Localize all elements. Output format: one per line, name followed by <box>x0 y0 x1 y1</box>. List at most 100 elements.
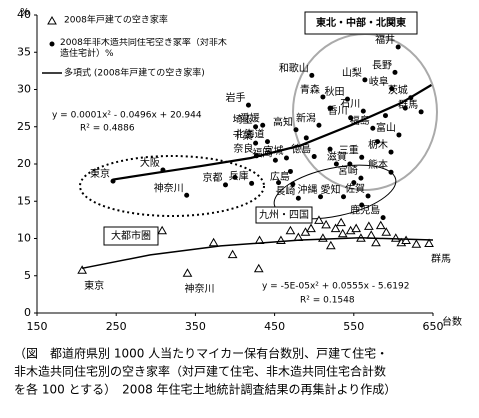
dot-point <box>389 86 395 92</box>
point-label: 富山 <box>376 121 396 134</box>
triangle-point <box>424 238 434 247</box>
point-label: 山梨 <box>342 66 362 79</box>
legend-marker <box>47 15 57 25</box>
dot-point <box>362 77 368 83</box>
dot-point <box>327 105 333 111</box>
point-label: 熊本 <box>368 158 388 171</box>
dot-point <box>327 146 333 152</box>
dot-point <box>232 174 238 180</box>
dot-point <box>402 105 408 111</box>
dot-point <box>283 155 289 161</box>
x-axis-label: 台数 <box>442 315 462 328</box>
dot-point <box>395 44 401 50</box>
triangle-point <box>337 228 348 238</box>
dot-point <box>253 140 259 146</box>
dot-point <box>311 154 317 160</box>
triangle-point <box>157 225 167 235</box>
y-tick-label: 20 <box>17 157 31 170</box>
point-label: 岩手 <box>225 91 245 104</box>
point-label: 愛知 <box>321 183 341 196</box>
point-label: 宮崎 <box>338 164 358 177</box>
point-label: 高知 <box>273 116 293 129</box>
legend-label-box: 2008年非木造共同住宅空き家率（対非木造住宅計）% <box>60 38 227 59</box>
point-label: 京都 <box>202 171 222 184</box>
point-label: 神奈川 <box>154 181 184 194</box>
point-label: 大阪 <box>140 156 160 169</box>
point-label: 新潟 <box>296 111 316 124</box>
point-label: 神奈川 <box>184 282 214 295</box>
point-label: 和歌山 <box>279 61 309 74</box>
legend-label: 2008年戸建ての空き家率 <box>64 14 168 26</box>
triangle-point <box>77 265 88 274</box>
equation: y = 0.0001x² - 0.0496x + 20.944 <box>52 111 202 121</box>
point-label: 広島 <box>270 170 290 183</box>
y-tick-label: 15 <box>17 194 31 207</box>
triangle-point <box>336 217 346 227</box>
caption: （図 都道府県別 1000 人当たりマイカー保有台数別、戸建て住宅・ <box>14 346 388 361</box>
triangle-point <box>363 221 374 230</box>
y-tick-label: 5 <box>24 269 31 282</box>
dot-point <box>347 161 353 167</box>
point-label: 茨城 <box>388 84 408 97</box>
group-label: 大都市圏 <box>111 229 151 242</box>
y-tick-label: 35 <box>17 45 31 58</box>
dot-point <box>344 96 350 102</box>
dot-point <box>375 139 381 145</box>
dot-point <box>365 193 371 199</box>
y-tick-label: 0 <box>24 306 31 319</box>
point-label: 秋田 <box>324 85 344 98</box>
dot-point <box>360 108 366 114</box>
point-label: 東京 <box>90 167 110 180</box>
triangle-point <box>351 223 362 233</box>
triangle-point <box>208 237 219 247</box>
y-axis-label: % <box>20 7 30 18</box>
point-label: 北海道 <box>234 128 264 141</box>
trend-line <box>81 237 434 270</box>
legend-marker <box>49 41 55 47</box>
x-tick-label: 550 <box>343 320 364 333</box>
point-label: 長崎 <box>275 184 295 197</box>
triangle-point <box>330 223 341 233</box>
caption: 非木造共同住宅別の空き家率（対戸建て住宅、非木造共同住宅合計数 <box>14 364 386 379</box>
point-label: 兵庫 <box>229 169 249 182</box>
dot-point <box>295 195 301 201</box>
triangle-point <box>182 268 193 277</box>
triangle-point <box>227 249 238 259</box>
point-label: 三重 <box>339 143 359 156</box>
point-label: 愛媛 <box>240 111 260 124</box>
point-label: 埼玉 <box>233 113 253 126</box>
x-tick-label: 450 <box>264 320 285 333</box>
dot-point <box>382 113 388 119</box>
triangle-point <box>375 220 386 230</box>
dot-point <box>348 115 354 121</box>
dot-point <box>333 161 339 167</box>
triangle-point <box>318 233 328 242</box>
x-tick-label: 150 <box>27 320 48 333</box>
dot-point <box>272 157 278 163</box>
dot-point <box>303 135 309 141</box>
dot-point <box>392 69 398 75</box>
group-box <box>304 11 418 35</box>
triangle-point <box>401 235 411 244</box>
triangle-point <box>276 235 286 244</box>
point-label: 群馬 <box>431 252 451 265</box>
dot-point <box>287 168 293 174</box>
point-label: 佐賀 <box>345 183 365 195</box>
trend-line <box>112 84 432 181</box>
legend-label: 2008年非木造共同住宅空き家率（対非木造住宅計）% <box>60 38 227 59</box>
x-tick-label: 350 <box>185 320 206 333</box>
dot-point <box>388 169 394 175</box>
dot-point <box>222 182 228 188</box>
dot-point <box>260 122 266 128</box>
triangle-point <box>381 227 392 236</box>
point-label: 石川 <box>340 99 360 110</box>
dot-point <box>358 175 364 181</box>
x-tick-label: 250 <box>106 320 127 333</box>
dot-point <box>276 180 282 186</box>
dot-point <box>396 132 402 138</box>
dot-point <box>253 124 259 130</box>
group-box <box>255 206 313 224</box>
point-label: 栃木 <box>368 138 388 151</box>
y-tick-label: 10 <box>17 232 31 245</box>
triangle-point <box>253 263 264 273</box>
